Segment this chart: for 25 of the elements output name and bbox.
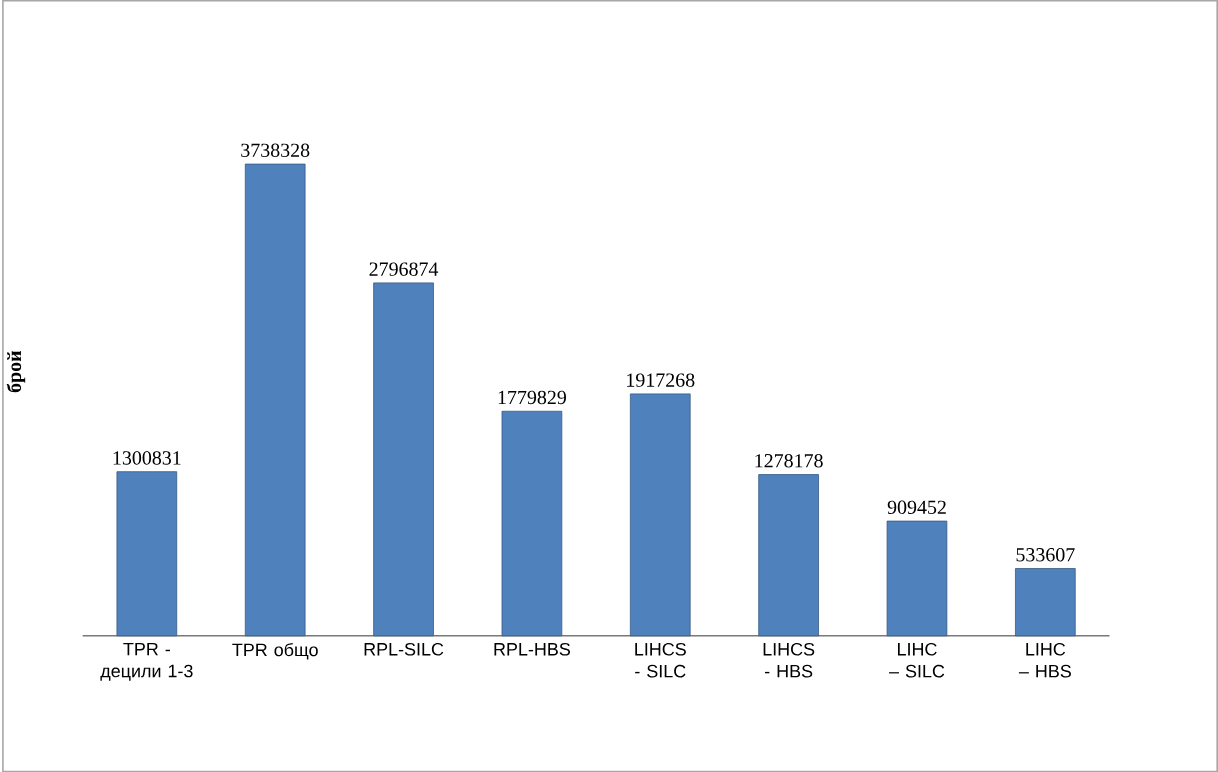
data-label: 3738328 xyxy=(241,143,310,157)
data-label: 1917268 xyxy=(627,373,695,387)
data-label: 2796874 xyxy=(369,262,439,276)
bar xyxy=(1015,568,1076,637)
x-tick-label: TPR общо xyxy=(232,642,318,660)
x-tick-label: LIHC – HBS xyxy=(1018,642,1071,678)
bar xyxy=(116,471,178,637)
data-label: 1300831 xyxy=(113,451,181,465)
bar xyxy=(758,474,819,637)
x-tick-label: TPR - децили 1-3 xyxy=(100,642,193,681)
bar xyxy=(886,520,948,637)
x-tick-label: LIHCS - HBS xyxy=(763,642,815,678)
x-tick-label: RPL-SILC xyxy=(364,642,444,656)
data-label: 533607 xyxy=(1016,547,1075,562)
x-tick-label: LIHCS - SILC xyxy=(635,642,686,678)
y-axis-title: брой xyxy=(6,350,26,393)
data-label: 1779829 xyxy=(498,390,566,405)
data-label: 1278178 xyxy=(755,453,823,468)
x-tick-label: LIHC – SILC xyxy=(889,642,945,678)
bar xyxy=(373,282,434,637)
bar xyxy=(244,163,306,637)
x-tick-label: RPL-HBS xyxy=(494,642,570,656)
bar xyxy=(501,410,563,637)
data-label: 909452 xyxy=(887,500,946,514)
bar xyxy=(629,393,691,637)
